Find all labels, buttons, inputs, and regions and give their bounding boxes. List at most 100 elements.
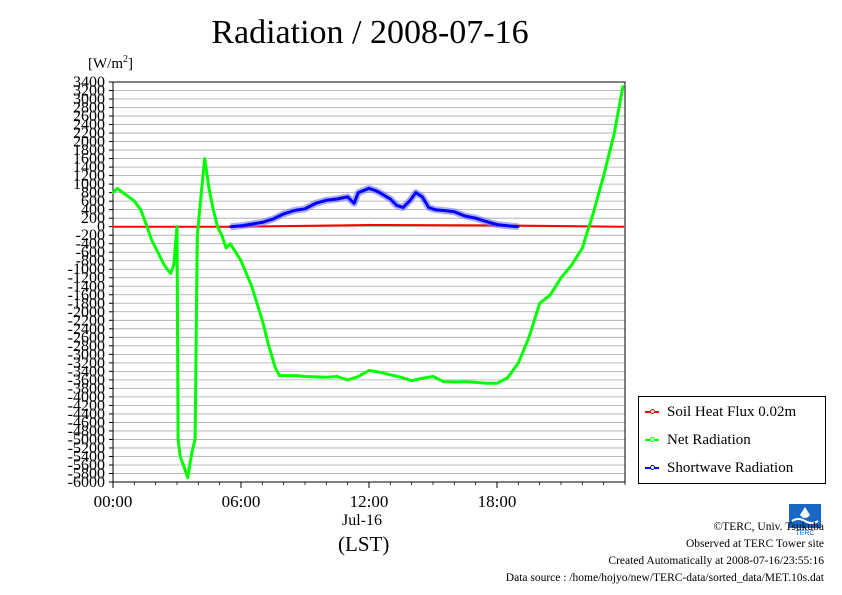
data-point-net-radiation xyxy=(239,259,243,262)
y-tick-label: -2200 xyxy=(68,312,105,329)
data-point-net-radiation xyxy=(176,438,180,441)
y-tick-label: -1600 xyxy=(68,287,105,304)
y-tick-label: -800 xyxy=(76,253,105,270)
y-tick-label: -3000 xyxy=(68,346,105,363)
data-point-net-radiation xyxy=(495,382,499,385)
data-point-net-radiation xyxy=(389,373,392,376)
data-point-shortwave-radiation xyxy=(495,223,499,226)
plot-frame xyxy=(112,81,626,483)
data-point-net-radiation xyxy=(378,371,381,374)
data-point-shortwave-radiation xyxy=(421,195,424,199)
y-tick-label: 3000 xyxy=(73,91,105,108)
series-band-shortwave-radiation xyxy=(230,184,519,231)
data-point-net-radiation xyxy=(346,378,349,382)
y-tick-label: 0 xyxy=(97,219,105,236)
y-tick-label: 1800 xyxy=(73,142,105,159)
y-tick-label: 800 xyxy=(81,185,105,202)
data-point-net-radiation xyxy=(485,382,488,385)
legend: Soil Heat Flux 0.02m Net Radiation Short… xyxy=(638,396,826,484)
legend-swatch-shortwave-radiation xyxy=(645,465,659,470)
data-point-net-radiation xyxy=(399,376,403,379)
data-point-net-radiation xyxy=(621,85,625,88)
data-point-net-radiation xyxy=(517,361,520,365)
credit-copyright: ©TERC, Univ. Tsukuba xyxy=(713,521,824,533)
data-point-net-radiation xyxy=(229,242,232,245)
data-point-shortwave-radiation xyxy=(395,204,398,207)
y-tick-label: -600 xyxy=(76,244,105,261)
data-point-shortwave-radiation xyxy=(250,222,253,226)
data-point-net-radiation xyxy=(295,374,298,377)
data-point-net-radiation xyxy=(139,208,142,211)
x-axis-ticks: 00:00 06:00 12:00 18:00 xyxy=(94,482,626,511)
data-point-shortwave-radiation xyxy=(517,225,520,228)
data-series xyxy=(111,85,625,480)
data-point-net-radiation xyxy=(549,293,552,296)
y-tick-label: -3600 xyxy=(68,372,105,389)
data-point-shortwave-radiation xyxy=(229,225,232,228)
terc-logo: TERC xyxy=(789,504,821,537)
data-point-net-radiation xyxy=(169,272,172,275)
data-point-shortwave-radiation xyxy=(408,199,411,203)
data-point-shortwave-radiation xyxy=(271,217,275,221)
legend-item-shortwave-radiation: Shortwave Radiation xyxy=(645,458,793,478)
data-point-shortwave-radiation xyxy=(239,224,243,228)
y-tick-label: -3200 xyxy=(68,355,105,372)
y-tick-label: -1200 xyxy=(68,270,105,287)
data-point-shortwave-radiation xyxy=(433,208,437,211)
data-point-shortwave-radiation xyxy=(427,206,430,209)
y-tick-label: -2400 xyxy=(68,321,105,338)
data-point-net-radiation xyxy=(591,212,595,216)
data-point-shortwave-radiation xyxy=(414,191,418,194)
data-point-net-radiation xyxy=(506,376,509,379)
y-tick-label: -1000 xyxy=(68,261,105,278)
data-point-net-radiation xyxy=(182,463,185,467)
data-point-net-radiation xyxy=(453,380,456,384)
data-point-net-radiation xyxy=(196,233,199,237)
data-point-net-radiation xyxy=(179,455,182,458)
data-point-net-radiation xyxy=(602,174,605,177)
y-tick-label: 1000 xyxy=(73,176,105,193)
y-tick-label: -5800 xyxy=(68,465,105,482)
data-point-net-radiation xyxy=(278,374,281,377)
y-tick-label: 2400 xyxy=(73,117,105,134)
x-axis-label: Jul-16 xyxy=(342,512,382,529)
data-point-net-radiation xyxy=(156,251,159,254)
legend-swatch-soil-heat-flux xyxy=(645,409,659,414)
data-point-net-radiation xyxy=(212,208,215,211)
unit-close: ] xyxy=(128,56,133,72)
data-point-shortwave-radiation xyxy=(378,191,381,194)
data-point-shortwave-radiation xyxy=(474,216,477,220)
data-point-net-radiation xyxy=(190,451,194,454)
y-tick-label: 1400 xyxy=(73,159,105,176)
data-point-net-radiation xyxy=(303,375,307,378)
y-tick-label: -5000 xyxy=(68,431,105,448)
data-point-net-radiation xyxy=(570,263,573,267)
y-tick-label: 2800 xyxy=(73,100,105,117)
y-tick-label: 3400 xyxy=(73,74,105,91)
y-tick-label: -1800 xyxy=(68,295,105,312)
x-tick-label: 18:00 xyxy=(478,492,517,511)
credit-created: Created Automatically at 2008-07-16/23:5… xyxy=(608,555,824,567)
y-tick-label: -4200 xyxy=(68,397,105,414)
chart-title: Radiation / 2008-07-16 xyxy=(211,14,529,51)
legend-label-net-radiation: Net Radiation xyxy=(667,431,751,448)
data-point-net-radiation xyxy=(220,233,223,237)
y-tick-label: -5400 xyxy=(68,448,105,465)
legend-label-shortwave-radiation: Shortwave Radiation xyxy=(667,459,794,476)
y-tick-label: -1400 xyxy=(68,278,105,295)
y-tick-label: -6000 xyxy=(68,474,105,491)
data-point-net-radiation xyxy=(267,344,270,348)
data-point-shortwave-radiation xyxy=(389,197,392,201)
y-tick-label: -4000 xyxy=(68,389,105,406)
data-point-shortwave-radiation xyxy=(314,202,317,205)
series-line-net-radiation xyxy=(111,86,625,480)
data-point-net-radiation xyxy=(207,187,211,190)
data-point-net-radiation xyxy=(367,369,371,372)
data-point-net-radiation xyxy=(175,225,179,228)
y-tick-label: 3200 xyxy=(73,83,105,100)
data-point-net-radiation xyxy=(431,375,435,378)
data-point-shortwave-radiation xyxy=(352,202,356,205)
data-point-shortwave-radiation xyxy=(325,199,328,202)
y-tick-label: 2000 xyxy=(73,134,105,151)
